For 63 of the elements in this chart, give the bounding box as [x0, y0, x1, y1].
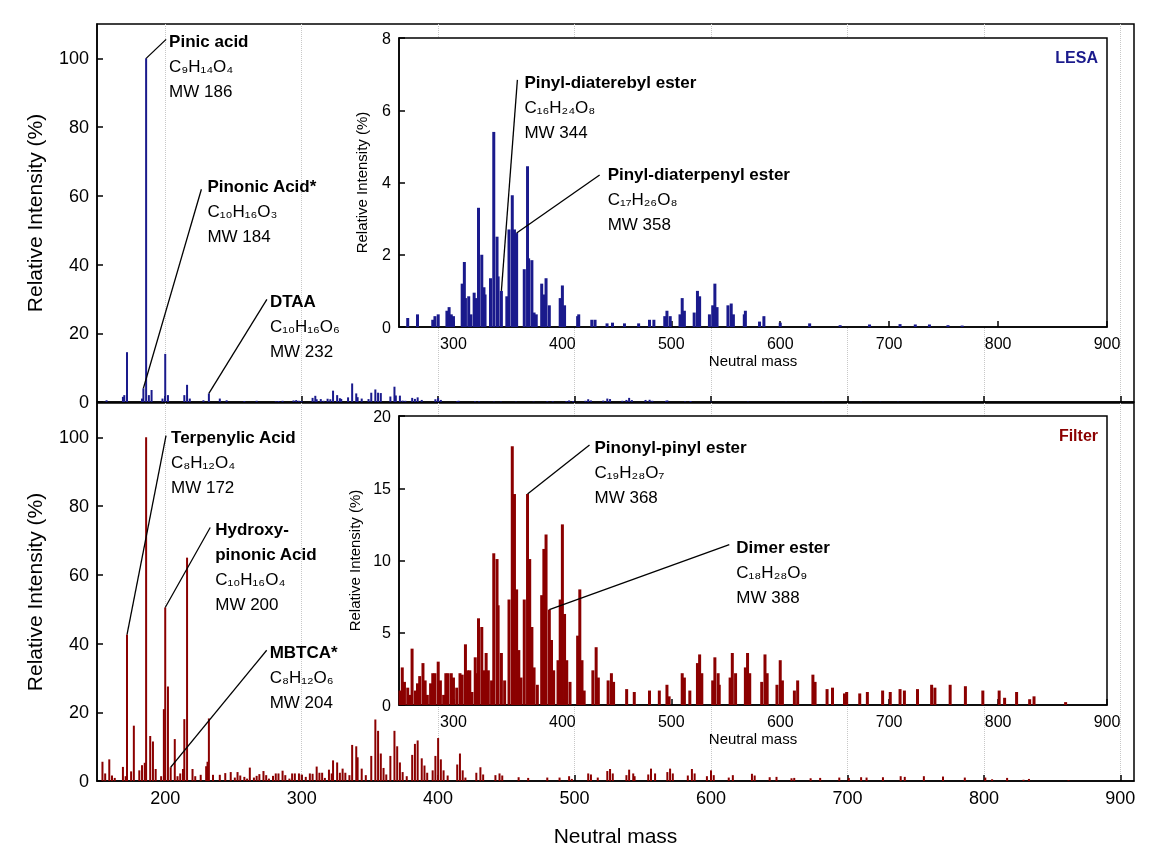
- x-tick-label: 300: [440, 334, 467, 352]
- x-tick-label: 700: [875, 712, 903, 730]
- x-tick-label: 800: [984, 334, 1012, 352]
- y-tick-label: 40: [68, 633, 89, 654]
- x-tick-label: 900: [1093, 334, 1121, 352]
- y-tick-label: 80: [68, 496, 89, 517]
- y-tick-label: 100: [58, 427, 89, 448]
- annotation: Pinic acid C₉H₁₄O₄ MW 186: [169, 32, 249, 102]
- annotation: Dimer ester C₁₈H₂₈O₉ MW 388: [736, 537, 831, 607]
- x-tick-label: 500: [657, 334, 685, 352]
- x-tick-label: 600: [766, 334, 794, 352]
- annotation: Pinyl-diaterpenyl ester C₁₇H₂₆O₈ MW 358: [607, 165, 791, 235]
- y-tick-label: 100: [58, 48, 89, 69]
- text: Filter: [1058, 426, 1099, 444]
- y-tick-label: 80: [68, 117, 89, 138]
- y-tick-label: 0: [78, 771, 89, 791]
- annotation: Pinonic Acid* C₁₀H₁₆O₃ MW 184: [207, 177, 317, 247]
- y-tick-label: 40: [68, 254, 89, 275]
- y-tick-label: 20: [373, 407, 392, 425]
- x-tick-label: 700: [875, 334, 903, 352]
- y-tick-label: 2: [382, 246, 392, 264]
- x-tick-label: 900: [1093, 712, 1121, 730]
- y-tick-label: 20: [68, 323, 89, 344]
- y-tick-label: 0: [382, 318, 392, 336]
- x-tick-label: 500: [657, 712, 685, 730]
- annotation: DTAA C₁₀H₁₆O₆ MW 232: [269, 292, 340, 362]
- annotation: Pinyl-diaterebyl ester C₁₆H₂₄O₈ MW 344: [524, 72, 697, 142]
- x-axis-title: Neutral mass: [708, 352, 798, 369]
- y-tick-label: 60: [68, 185, 89, 206]
- x-tick-label: 700: [832, 788, 863, 808]
- x-tick-label: 600: [766, 712, 794, 730]
- annotation: Terpenylic Acid C₈H₁₂O₄ MW 172: [171, 427, 296, 497]
- y-tick-label: 8: [382, 29, 392, 47]
- x-tick-label: 800: [968, 788, 999, 808]
- x-tick-label: 400: [549, 334, 576, 352]
- y-tick-label: 5: [382, 624, 392, 642]
- y-tick-label: 6: [382, 101, 392, 119]
- y-tick-label: 10: [373, 552, 392, 569]
- y-tick-label: 20: [68, 702, 89, 723]
- x-tick-label: 800: [984, 712, 1012, 730]
- annotation: Pinonyl-pinyl ester C₁₉H₂₈O₇ MW 368: [594, 438, 747, 508]
- x-tick-label: 400: [549, 712, 576, 730]
- annotation: MBTCA* C₈H₁₂O₆ MW 204: [269, 643, 339, 713]
- y-tick-label: 4: [382, 174, 392, 191]
- y-tick-label: 0: [78, 392, 89, 412]
- x-axis-title: Neutral mass: [553, 824, 678, 847]
- x-tick-label: 300: [440, 712, 467, 730]
- x-tick-label: 200: [150, 788, 181, 808]
- x-tick-label: 400: [423, 788, 454, 808]
- x-axis-title: Neutral mass: [708, 730, 798, 747]
- y-axis-title: Relative Intensity (%): [23, 113, 46, 313]
- x-tick-label: 500: [559, 788, 590, 808]
- y-tick-label: 0: [382, 696, 392, 714]
- y-tick-label: 15: [373, 479, 392, 497]
- y-axis-title: Relative Intensity (%): [353, 111, 370, 254]
- annotation: Hydroxy- pinonic Acid C₁₀H₁₆O₄ MW 200: [215, 520, 317, 615]
- y-tick-label: 60: [68, 564, 89, 585]
- x-tick-label: 300: [286, 788, 317, 808]
- y-axis-title: Relative Intensity (%): [23, 492, 46, 692]
- text: LESA: [1055, 48, 1099, 66]
- y-axis-title: Relative Intensity (%): [346, 489, 364, 632]
- x-tick-label: 900: [1105, 788, 1136, 808]
- x-tick-label: 600: [695, 788, 727, 808]
